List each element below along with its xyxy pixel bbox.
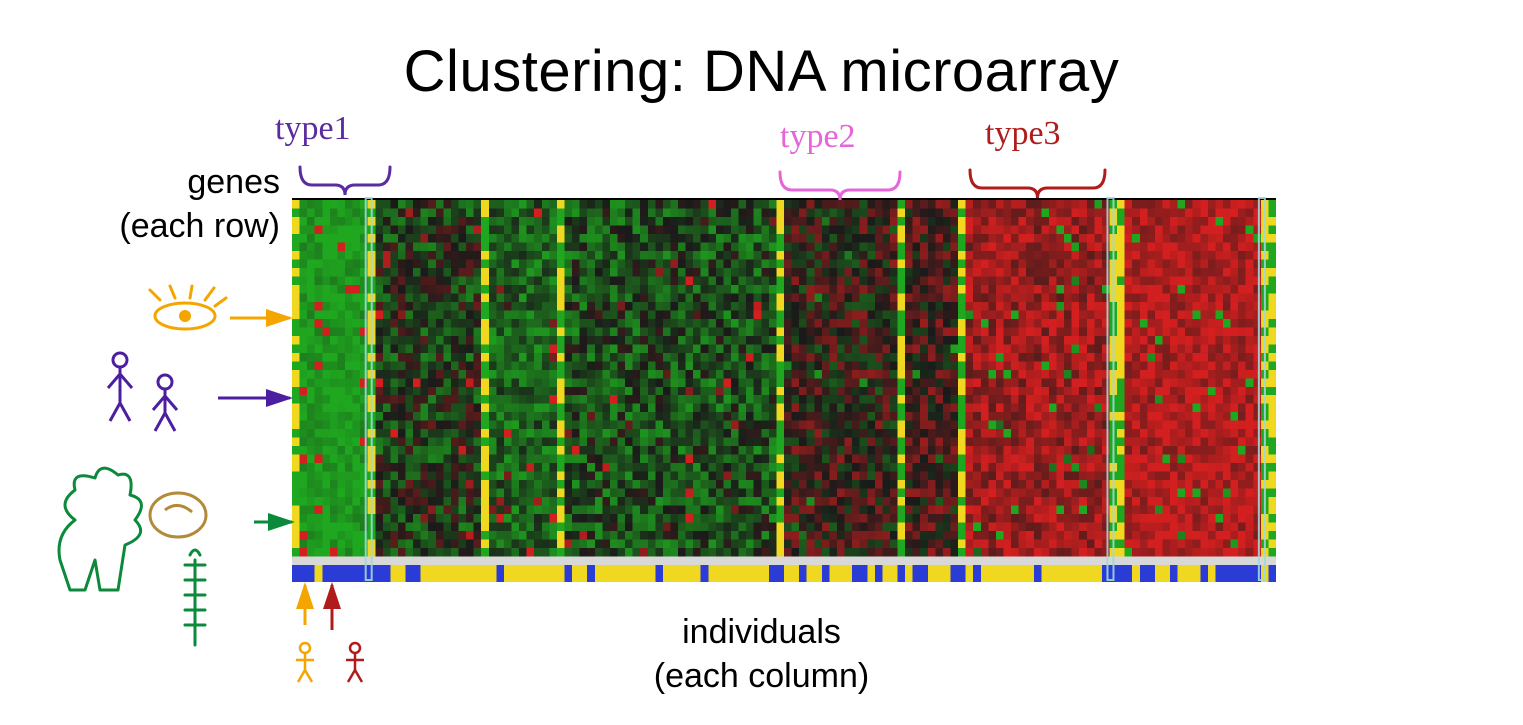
slide-title: Clustering: DNA microarray [0, 38, 1523, 105]
x-axis-line2: (each column) [654, 657, 869, 695]
y-axis-line2: (each row) [119, 207, 280, 245]
cluster-label-type1: type1 [275, 110, 351, 148]
y-axis-label: genes (each row) [30, 160, 280, 248]
x-axis-label: individuals (each column) [0, 610, 1523, 698]
x-axis-line1: individuals [682, 613, 841, 651]
microarray-heatmap [292, 198, 1276, 582]
cluster-label-type3: type3 [985, 115, 1061, 153]
slide-stage: Clustering: DNA microarray genes (each r… [0, 0, 1523, 725]
y-axis-line1: genes [187, 163, 280, 201]
cluster-label-type2: type2 [780, 118, 856, 156]
